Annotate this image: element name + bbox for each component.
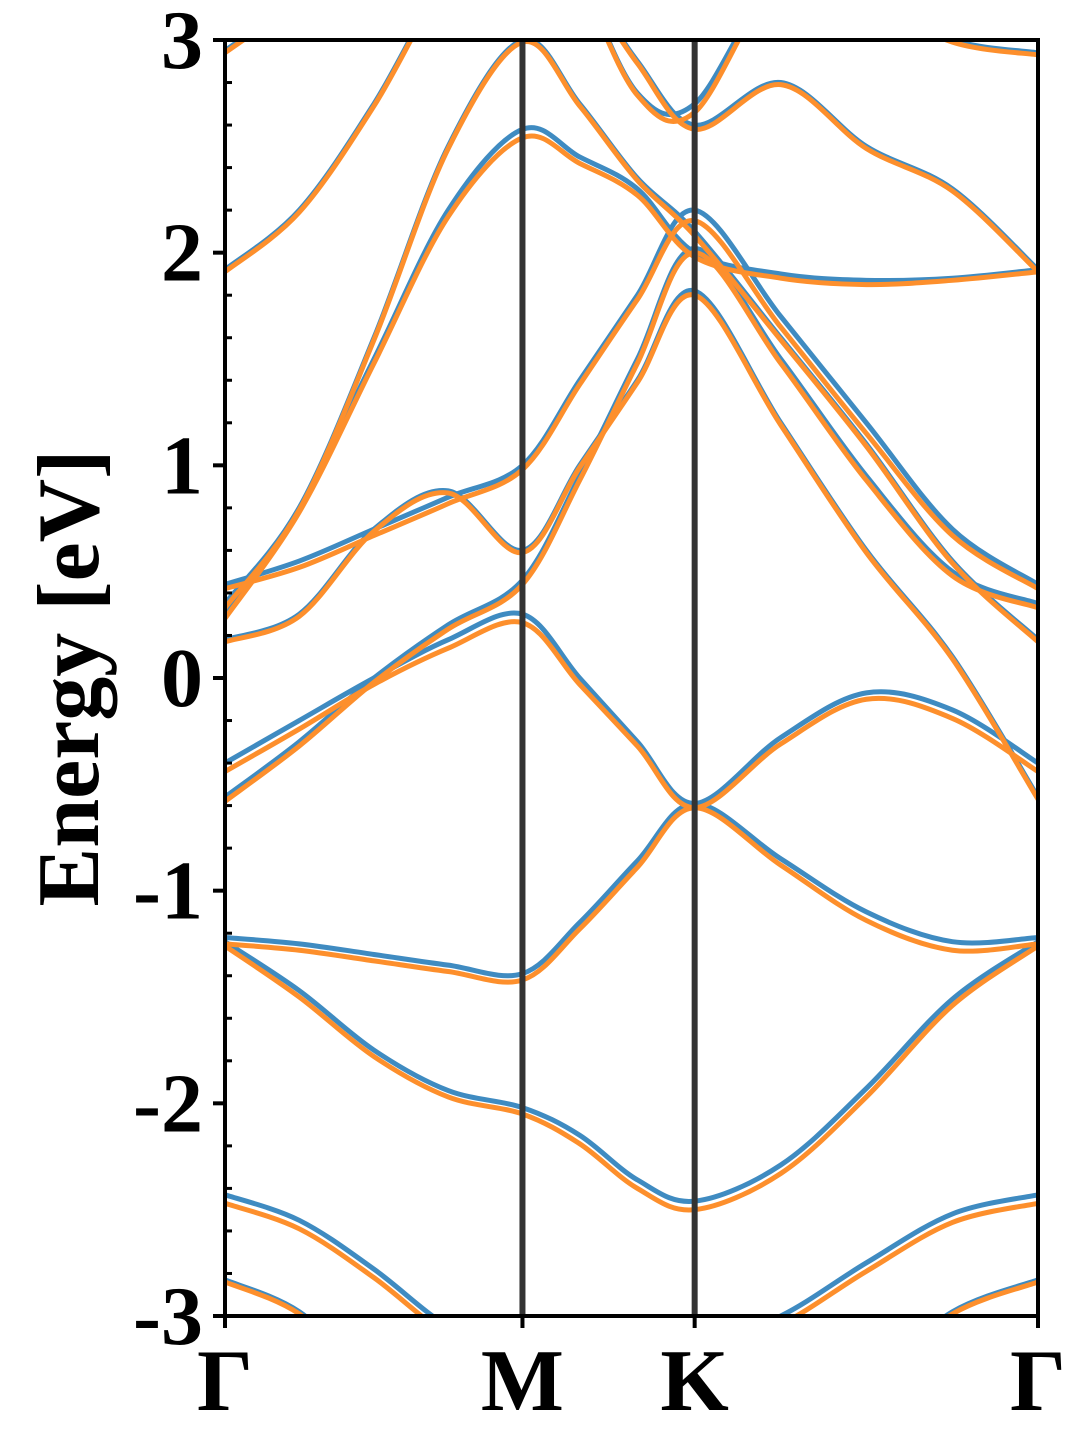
band-line (225, 40, 1038, 274)
band-line (225, 805, 1038, 985)
band-line (225, 1192, 1038, 1316)
band-line (225, 250, 1038, 804)
x-tick-label: Γ (1010, 1333, 1066, 1430)
band-line (225, 40, 1038, 124)
y-tick-label: 3 (161, 0, 203, 87)
band-line (225, 939, 1038, 1204)
band-line (225, 619, 1038, 811)
y-axis-label: Energy [eV] (21, 450, 118, 907)
band-line (225, 40, 1038, 644)
band-line (225, 218, 1038, 592)
y-tick-label: 0 (161, 632, 203, 725)
band-line (225, 207, 1038, 587)
y-tick-label: 2 (161, 207, 203, 300)
band-line (225, 1279, 1038, 1316)
band-line (225, 943, 1038, 1213)
x-tick-label: K (660, 1333, 728, 1430)
band-line (225, 800, 1038, 979)
y-tick-label: -1 (133, 845, 203, 938)
plot-frame (223, 38, 1040, 1318)
band-line (225, 1277, 1038, 1316)
x-tick-label: M (481, 1333, 564, 1430)
y-tick-label: -2 (133, 1057, 203, 1150)
band-line (225, 292, 1038, 801)
y-tick-label: 1 (161, 419, 203, 512)
band-line (225, 133, 1038, 620)
x-tick-label: Γ (197, 1333, 253, 1430)
band-line (225, 245, 1038, 800)
band-line (225, 1200, 1038, 1316)
y-tick-label: -3 (133, 1270, 203, 1363)
plot-area (225, 40, 1038, 1316)
